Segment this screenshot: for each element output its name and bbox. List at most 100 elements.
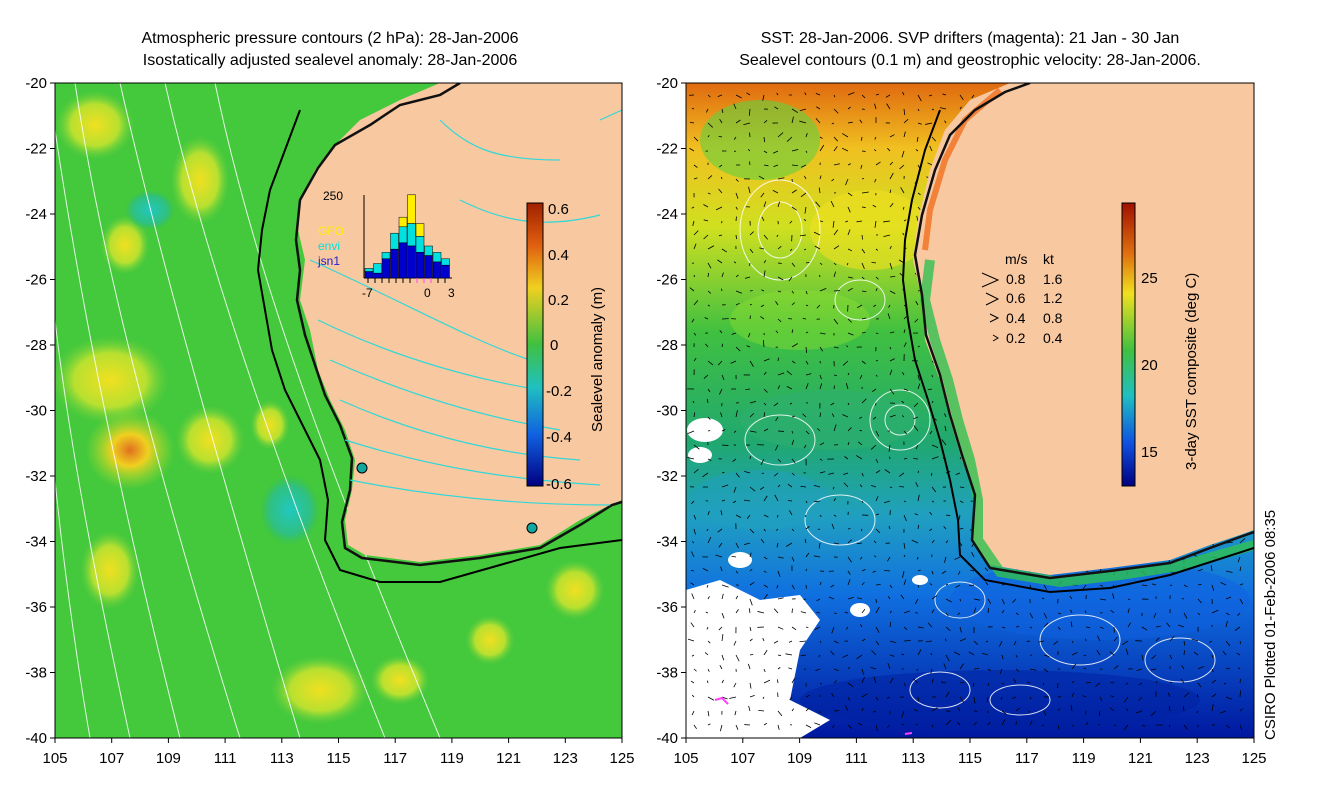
velocity-arrow xyxy=(987,668,992,672)
velocity-arrow xyxy=(889,414,896,418)
sst-patches xyxy=(690,100,1250,730)
velocity-arrow xyxy=(875,640,880,646)
velocity-arrow xyxy=(847,163,852,166)
velocity-arrow xyxy=(945,583,949,586)
velocity-arrow xyxy=(861,234,863,240)
velocity-arrow xyxy=(861,262,865,269)
velocity-arrow xyxy=(985,640,989,643)
velocity-arrow xyxy=(833,640,839,644)
velocity-arrow xyxy=(1211,693,1217,698)
velocity-arrow xyxy=(1038,640,1045,643)
velocity-arrow xyxy=(913,425,919,432)
velocity-arrow xyxy=(903,430,908,435)
velocity-arrow xyxy=(773,402,779,407)
velocity-arrow xyxy=(1085,681,1091,684)
velocity-arrow xyxy=(707,388,711,393)
velocity-arrow xyxy=(763,528,766,532)
velocity-arrow xyxy=(884,469,891,474)
velocity-arrow xyxy=(761,216,765,222)
velocity-arrow xyxy=(776,584,779,589)
velocity-arrow xyxy=(903,118,909,124)
velocity-arrow xyxy=(1225,724,1230,729)
velocity-arrow xyxy=(886,103,891,110)
histogram-ymax-label: 250 xyxy=(323,189,343,203)
velocity-arrow xyxy=(776,92,779,96)
velocity-arrow xyxy=(899,164,905,170)
velocity-arrow xyxy=(729,696,737,699)
velocity-arrow xyxy=(773,164,779,168)
velocity-arrow xyxy=(859,374,863,380)
velocity-arrow xyxy=(774,494,779,502)
velocity-arrow xyxy=(819,374,822,380)
velocity-arrow xyxy=(791,206,797,211)
velocity-arrow xyxy=(777,458,782,463)
velocity-arrow xyxy=(833,424,837,432)
velocity-arrow xyxy=(707,360,714,366)
velocity-arrow xyxy=(959,598,962,602)
velocity-arrow xyxy=(833,136,839,142)
velocity-arrow xyxy=(819,581,822,586)
velocity-arrow xyxy=(1239,708,1243,712)
velocity-arrow xyxy=(861,206,866,208)
velocity-arrow xyxy=(720,510,723,516)
velocity-arrow xyxy=(749,248,754,254)
velocity-arrow xyxy=(889,290,896,294)
velocity-arrow xyxy=(861,248,866,254)
velocity-arrow xyxy=(717,94,723,97)
velocity-arrow xyxy=(1109,707,1115,712)
lat-tick-label: -38 xyxy=(656,665,678,682)
velocity-arrow xyxy=(872,570,877,573)
velocity-arrow xyxy=(763,556,768,560)
velocity-arrow xyxy=(735,472,740,478)
velocity-arrow xyxy=(718,135,723,138)
velocity-arrow xyxy=(791,108,799,114)
velocity-arrow xyxy=(721,593,724,600)
velocity-arrow xyxy=(856,220,863,223)
velocity-arrow xyxy=(763,412,766,418)
tide-gauge-esperance[interactable] xyxy=(526,522,538,534)
velocity-arrow xyxy=(861,191,869,194)
velocity-arrow xyxy=(944,120,947,124)
velocity-arrow xyxy=(690,569,695,572)
velocity-arrow xyxy=(875,458,879,464)
histogram-bar-gfo xyxy=(398,216,408,228)
velocity-arrow xyxy=(999,640,1003,647)
velocity-arrow xyxy=(833,498,837,502)
velocity-arrow xyxy=(816,106,821,110)
tide-gauge-fremantle[interactable] xyxy=(356,462,368,474)
velocity-arrow xyxy=(845,220,849,223)
velocity-legend-kt-header: kt xyxy=(1043,251,1054,267)
velocity-arrow xyxy=(763,514,769,518)
velocity-arrow xyxy=(717,360,723,366)
velocity-arrow xyxy=(819,136,823,139)
velocity-arrow xyxy=(1127,622,1132,628)
lat-tick-label: -30 xyxy=(25,403,47,420)
velocity-arrow xyxy=(874,136,877,140)
velocity-arrow xyxy=(875,374,878,377)
velocity-arrow xyxy=(902,232,905,236)
velocity-arrow xyxy=(818,187,821,194)
velocity-arrow xyxy=(1197,583,1202,586)
velocity-arrow xyxy=(1138,696,1143,701)
velocity-arrow xyxy=(721,679,724,684)
velocity-arrow xyxy=(969,584,975,587)
velocity-arrow xyxy=(889,161,894,166)
velocity-arrow xyxy=(917,108,920,112)
velocity-arrow xyxy=(790,248,793,252)
velocity-arrow xyxy=(800,192,807,198)
velocity-arrow xyxy=(875,496,879,502)
velocity-arrow xyxy=(915,149,919,152)
velocity-arrow xyxy=(707,596,710,600)
sla-tick-5: -0.4 xyxy=(546,429,572,446)
velocity-arrow xyxy=(901,415,905,418)
velocity-arrow xyxy=(914,709,919,712)
velocity-arrow xyxy=(968,651,975,656)
velocity-arrow xyxy=(721,343,724,348)
velocity-arrow xyxy=(690,622,695,628)
velocity-arrow xyxy=(1113,665,1119,670)
velocity-arrow xyxy=(831,693,835,698)
sst-tick-0: 25 xyxy=(1141,270,1158,287)
velocity-arrow xyxy=(773,640,779,644)
velocity-arrow xyxy=(721,176,723,180)
legend-gfo: GFO xyxy=(318,224,344,238)
